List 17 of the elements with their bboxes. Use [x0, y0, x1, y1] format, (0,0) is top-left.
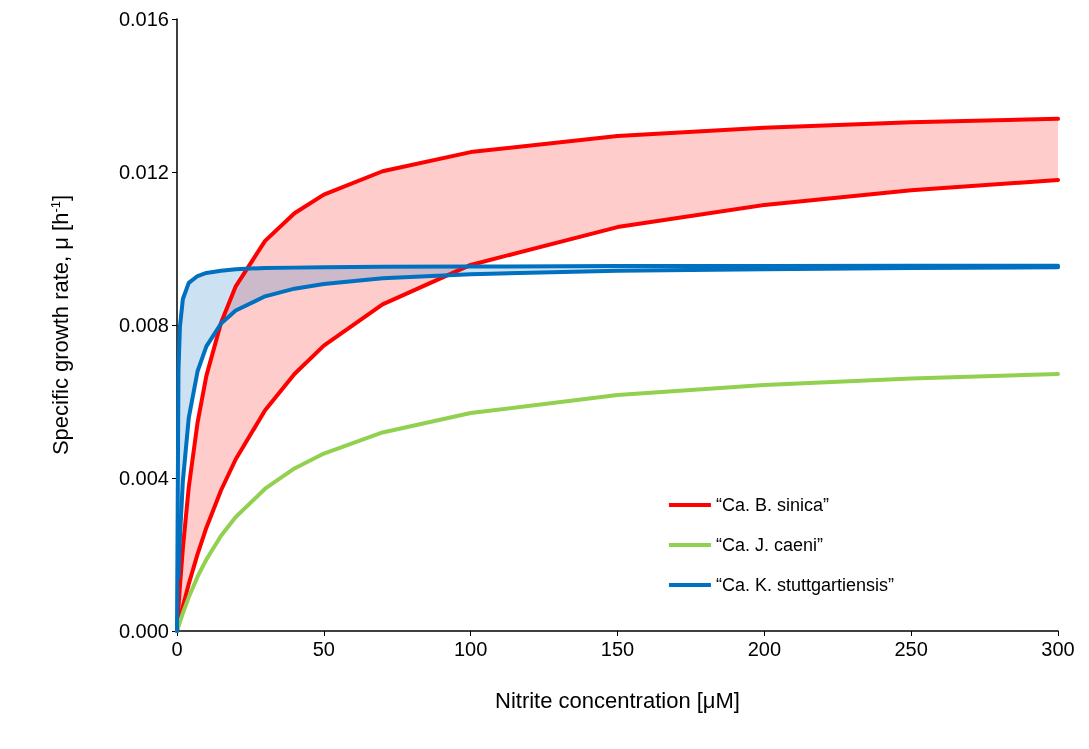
y-tick-label: 0.000 [118, 620, 169, 642]
x-tick-label: 300 [1041, 638, 1075, 660]
x-axis-title: Nitrite concentration [μM] [495, 687, 740, 713]
y-tick-label: 0.008 [118, 314, 169, 336]
x-tick-label: 200 [747, 638, 782, 660]
x-tick-label: 50 [312, 638, 335, 660]
legend-label: “Ca. J. caeni” [715, 535, 823, 555]
y-axis-title: Specific growth rate, μ [h-1] [48, 194, 73, 456]
legend-label: “Ca. K. stuttgartiensis” [715, 575, 895, 595]
y-tick-label: 0.012 [118, 161, 169, 183]
x-tick-label: 100 [453, 638, 488, 660]
x-tick-label: 250 [894, 638, 928, 660]
y-tick-label: 0.004 [118, 467, 169, 489]
x-tick-label: 0 [171, 638, 183, 660]
y-tick-label: 0.016 [118, 8, 169, 30]
legend-label: “Ca. B. sinica” [715, 495, 829, 515]
x-tick-label: 150 [600, 638, 635, 660]
